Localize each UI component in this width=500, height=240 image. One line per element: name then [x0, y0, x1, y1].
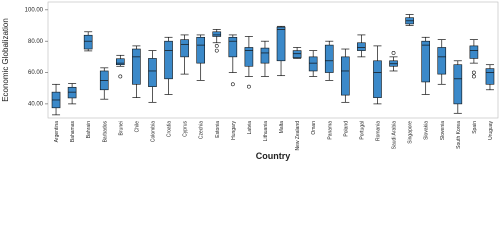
- box: [196, 36, 205, 64]
- x-tick-label: Latvia: [247, 121, 253, 135]
- x-tick-label: Slovakia: [424, 121, 430, 140]
- box: [357, 42, 366, 51]
- x-tick-label: Colombia: [150, 121, 156, 142]
- y-tick-label: 80.00: [28, 39, 44, 45]
- x-tick-label: Argentina: [54, 121, 60, 143]
- x-tick-label: Chile: [134, 121, 140, 133]
- box: [276, 26, 286, 62]
- box: [308, 56, 318, 72]
- box: [341, 56, 350, 96]
- outlier: [118, 74, 123, 79]
- box: [437, 47, 447, 75]
- outlier: [391, 51, 396, 55]
- y-tick-label: 100.00: [25, 7, 44, 13]
- x-tick-label: Croatia: [167, 121, 173, 137]
- y-axis-label: Economic Globalization: [1, 18, 10, 102]
- box: [148, 58, 157, 87]
- box: [83, 34, 93, 50]
- x-tick-label: Portugal: [359, 121, 365, 140]
- box: [469, 45, 479, 59]
- plot-area: [47, 1, 499, 119]
- x-tick-label: Estonia: [215, 121, 221, 138]
- box: [373, 60, 382, 98]
- x-tick-label: Cyprus: [183, 121, 189, 137]
- x-tick-label: Brunei: [118, 121, 124, 135]
- box: [244, 47, 254, 67]
- x-tick-label: Saudi Arabia: [392, 121, 398, 150]
- x-tick-label: Poland: [343, 121, 349, 137]
- box: [260, 47, 270, 64]
- x-tick-label: Slovenia: [440, 121, 446, 140]
- x-tick-label: Bahrain: [86, 121, 92, 138]
- x-tick-label: Panama: [327, 121, 333, 140]
- x-tick-label: Spain: [472, 121, 478, 134]
- box: [485, 68, 495, 85]
- box: [212, 31, 222, 37]
- box: [228, 36, 238, 58]
- box: [164, 40, 173, 80]
- x-tick-label: Malta: [279, 121, 285, 133]
- box: [132, 48, 141, 85]
- x-tick-label: South Korea: [456, 121, 462, 149]
- box: [180, 39, 189, 58]
- box: [421, 40, 430, 83]
- x-tick-label: Singapore: [408, 121, 414, 144]
- box: [67, 86, 77, 99]
- x-tick-label: Lithuania: [263, 121, 269, 142]
- x-tick-label: Barbados: [102, 121, 108, 143]
- box: [116, 58, 125, 66]
- x-tick-label: Czechia: [199, 121, 205, 139]
- x-tick-label: Romania: [375, 121, 381, 141]
- outlier: [214, 48, 219, 53]
- x-axis-label: Country: [256, 151, 291, 161]
- box: [453, 64, 463, 105]
- outlier: [471, 74, 476, 79]
- outlier: [471, 70, 476, 75]
- x-tick-label: Hungary: [231, 121, 237, 140]
- chart: Economic Globalization Country 40.00 60.0…: [1, 1, 499, 161]
- y-tick-label: 40.00: [28, 101, 44, 107]
- x-tick-label: Uruguay: [488, 121, 494, 140]
- outlier: [230, 82, 235, 87]
- outlier: [246, 84, 251, 89]
- box: [324, 44, 334, 73]
- x-tick-label: Oman: [311, 121, 317, 135]
- outlier: [214, 43, 219, 48]
- box: [292, 50, 302, 58]
- y-tick-label: 60.00: [28, 70, 44, 76]
- x-tick-label: Bahamas: [70, 121, 76, 143]
- x-tick-label: New Zealand: [295, 121, 301, 151]
